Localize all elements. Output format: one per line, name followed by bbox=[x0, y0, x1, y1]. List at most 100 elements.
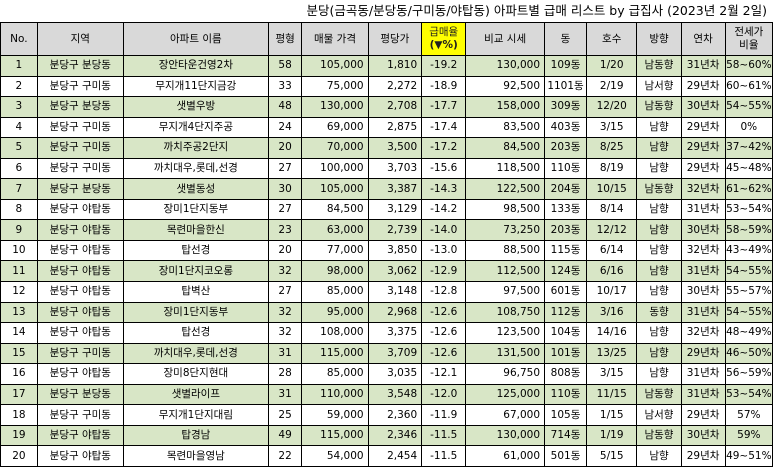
cell-price: 95,000 bbox=[301, 301, 369, 324]
table-row: 6 분당구 구미동 까치대우,롯데,선경 27 100,000 3,703 -15.6 118… bbox=[0, 157, 773, 180]
table-row: 20 분당구 야탑동 목련마을영남 22 54,000 2,454 -11.5 61,000 5… bbox=[0, 445, 773, 467]
cell-price: 63,000 bbox=[301, 219, 369, 241]
cell-region: 분당구 야탑동 bbox=[36, 281, 124, 303]
cell-no: 5 bbox=[0, 137, 38, 159]
cell-discount: -12.9 bbox=[421, 260, 467, 283]
cell-direction: 남동향 bbox=[636, 383, 682, 406]
cell-age: 30년차 bbox=[680, 96, 726, 118]
cell-direction: 남향 bbox=[636, 281, 682, 303]
cell-per-pyeong: 3,375 bbox=[367, 322, 423, 344]
cell-region: 분당구 야탑동 bbox=[36, 239, 124, 262]
cell-price: 115,000 bbox=[301, 424, 369, 447]
cell-pyeong: 27 bbox=[267, 198, 303, 221]
cell-discount: -11.5 bbox=[421, 424, 467, 447]
listing-table: No. 지역 아파트 이름 평형 매물 가격 평당가 급매율 (▼%) 비교 시… bbox=[0, 22, 773, 467]
cell-price: 69,000 bbox=[301, 116, 369, 139]
cell-jeonse: 0% bbox=[724, 116, 773, 139]
header-jeonse-line2: 비율 bbox=[739, 39, 759, 51]
header-pyeong: 평형 bbox=[267, 22, 303, 56]
cell-per-pyeong: 2,272 bbox=[367, 75, 423, 98]
cell-per-pyeong: 3,709 bbox=[367, 342, 423, 365]
cell-per-pyeong: 2,454 bbox=[367, 445, 423, 467]
cell-direction: 남향 bbox=[636, 445, 682, 467]
cell-discount: -12.6 bbox=[421, 301, 467, 324]
cell-pyeong: 33 bbox=[267, 75, 303, 98]
cell-direction: 동향 bbox=[636, 301, 682, 324]
cell-dong: 110동 bbox=[544, 157, 588, 180]
cell-price: 98,000 bbox=[301, 260, 369, 283]
cell-no: 20 bbox=[0, 445, 38, 467]
table-row: 1 분당구 분당동 장안타운건영2차 58 105,000 1,810 -19.2 130,0… bbox=[0, 55, 773, 77]
cell-compare: 84,500 bbox=[465, 137, 546, 159]
cell-per-pyeong: 3,548 bbox=[367, 383, 423, 406]
cell-price: 84,500 bbox=[301, 198, 369, 221]
cell-compare: 118,500 bbox=[465, 157, 546, 180]
cell-price: 105,000 bbox=[301, 55, 369, 77]
cell-discount: -12.0 bbox=[421, 383, 467, 406]
cell-discount: -17.4 bbox=[421, 116, 467, 139]
cell-dong: 1101동 bbox=[544, 75, 588, 98]
cell-ho: 2/19 bbox=[586, 75, 638, 98]
cell-no: 7 bbox=[0, 178, 38, 200]
table-row: 8 분당구 야탑동 장미1단지동부 27 84,500 3,129 -14.2 98,500 1… bbox=[0, 198, 773, 221]
cell-direction: 남향 bbox=[636, 219, 682, 241]
cell-region: 분당구 야탑동 bbox=[36, 322, 124, 344]
cell-jeonse: 55~57% bbox=[724, 281, 773, 303]
cell-price: 115,000 bbox=[301, 342, 369, 365]
cell-age: 29년차 bbox=[680, 75, 726, 98]
cell-no: 16 bbox=[0, 363, 38, 385]
cell-no: 2 bbox=[0, 75, 38, 98]
cell-apt: 샛별동성 bbox=[122, 178, 269, 200]
cell-apt: 무지개4단지주공 bbox=[122, 116, 269, 139]
cell-per-pyeong: 2,968 bbox=[367, 301, 423, 324]
cell-age: 31년차 bbox=[680, 363, 726, 385]
cell-dong: 601동 bbox=[544, 281, 588, 303]
cell-no: 19 bbox=[0, 424, 38, 447]
cell-direction: 남동향 bbox=[636, 55, 682, 77]
cell-discount: -12.6 bbox=[421, 322, 467, 344]
cell-apt: 장미1단지코오롱 bbox=[122, 260, 269, 283]
cell-ho: 1/19 bbox=[586, 424, 638, 447]
cell-no: 10 bbox=[0, 239, 38, 262]
cell-price: 108,000 bbox=[301, 322, 369, 344]
cell-apt: 무지개1단지대림 bbox=[122, 404, 269, 426]
header-dong: 동 bbox=[544, 22, 588, 56]
cell-pyeong: 27 bbox=[267, 157, 303, 180]
cell-region: 분당구 야탑동 bbox=[36, 445, 124, 467]
cell-dong: 112동 bbox=[544, 301, 588, 324]
cell-price: 54,000 bbox=[301, 445, 369, 467]
cell-jeonse: 54~55% bbox=[724, 96, 773, 118]
cell-per-pyeong: 3,500 bbox=[367, 137, 423, 159]
cell-price: 105,000 bbox=[301, 178, 369, 200]
cell-ho: 6/14 bbox=[586, 239, 638, 262]
cell-discount: -14.0 bbox=[421, 219, 467, 241]
cell-discount: -17.7 bbox=[421, 96, 467, 118]
table-row: 11 분당구 야탑동 장미1단지코오롱 32 98,000 3,062 -12.9 112,5… bbox=[0, 260, 773, 283]
cell-region: 분당구 분당동 bbox=[36, 383, 124, 406]
cell-age: 29년차 bbox=[680, 157, 726, 180]
cell-ho: 8/19 bbox=[586, 157, 638, 180]
cell-compare: 61,000 bbox=[465, 445, 546, 467]
header-price: 매물 가격 bbox=[301, 22, 369, 56]
cell-no: 3 bbox=[0, 96, 38, 118]
cell-jeonse: 60~61% bbox=[724, 75, 773, 98]
cell-no: 17 bbox=[0, 383, 38, 406]
cell-compare: 130,000 bbox=[465, 55, 546, 77]
cell-apt: 장미1단지동부 bbox=[122, 198, 269, 221]
cell-apt: 탑경남 bbox=[122, 424, 269, 447]
cell-ho: 3/15 bbox=[586, 363, 638, 385]
cell-compare: 92,500 bbox=[465, 75, 546, 98]
cell-direction: 남향 bbox=[636, 342, 682, 365]
cell-price: 70,000 bbox=[301, 137, 369, 159]
cell-compare: 108,750 bbox=[465, 301, 546, 324]
cell-direction: 남향 bbox=[636, 137, 682, 159]
cell-direction: 남동향 bbox=[636, 178, 682, 200]
cell-age: 29년차 bbox=[680, 342, 726, 365]
cell-pyeong: 25 bbox=[267, 404, 303, 426]
header-no: No. bbox=[0, 22, 38, 56]
cell-compare: 131,500 bbox=[465, 342, 546, 365]
cell-dong: 105동 bbox=[544, 404, 588, 426]
cell-jeonse: 43~49% bbox=[724, 239, 773, 262]
cell-discount: -11.5 bbox=[421, 445, 467, 467]
cell-apt: 목련마을한신 bbox=[122, 219, 269, 241]
